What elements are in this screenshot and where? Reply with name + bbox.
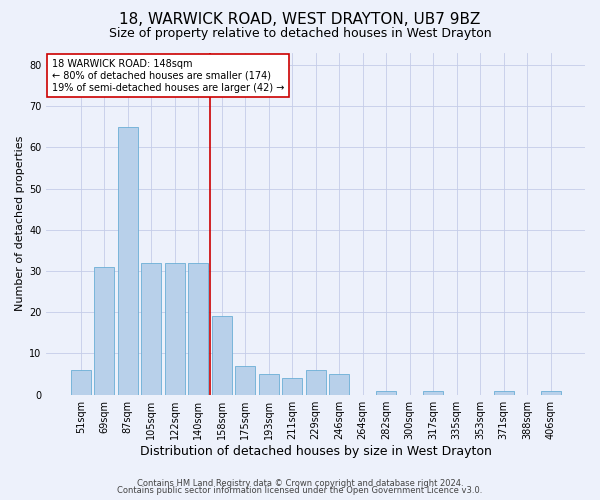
Text: Contains HM Land Registry data © Crown copyright and database right 2024.: Contains HM Land Registry data © Crown c… <box>137 478 463 488</box>
Bar <box>259 374 279 394</box>
Bar <box>71 370 91 394</box>
Text: 18 WARWICK ROAD: 148sqm
← 80% of detached houses are smaller (174)
19% of semi-d: 18 WARWICK ROAD: 148sqm ← 80% of detache… <box>52 60 284 92</box>
Y-axis label: Number of detached properties: Number of detached properties <box>15 136 25 312</box>
Bar <box>118 126 138 394</box>
Bar <box>165 263 185 394</box>
Bar <box>212 316 232 394</box>
Bar <box>329 374 349 394</box>
Bar <box>494 390 514 394</box>
Bar <box>188 263 208 394</box>
Text: Size of property relative to detached houses in West Drayton: Size of property relative to detached ho… <box>109 28 491 40</box>
Bar <box>376 390 396 394</box>
Bar <box>541 390 560 394</box>
Bar <box>282 378 302 394</box>
X-axis label: Distribution of detached houses by size in West Drayton: Distribution of detached houses by size … <box>140 444 491 458</box>
Bar <box>423 390 443 394</box>
Text: 18, WARWICK ROAD, WEST DRAYTON, UB7 9BZ: 18, WARWICK ROAD, WEST DRAYTON, UB7 9BZ <box>119 12 481 28</box>
Bar <box>235 366 255 394</box>
Bar <box>94 267 115 394</box>
Bar <box>306 370 326 394</box>
Text: Contains public sector information licensed under the Open Government Licence v3: Contains public sector information licen… <box>118 486 482 495</box>
Bar <box>142 263 161 394</box>
